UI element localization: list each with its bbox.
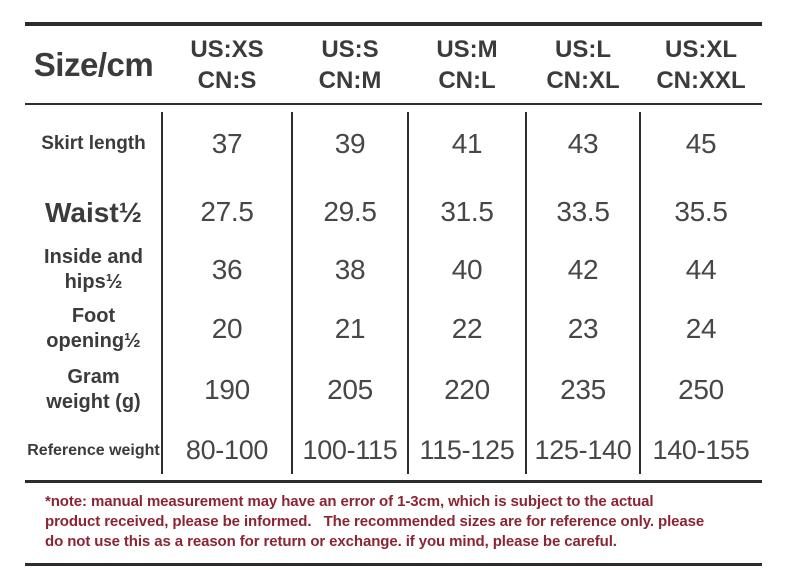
row-label-gram-weight: Gram weight (g) xyxy=(46,366,141,413)
corner-header: Size/cm xyxy=(33,45,154,83)
value-cell: 100-115 xyxy=(302,434,398,465)
value-cell: 43 xyxy=(567,127,599,159)
us-size-label: US:XL xyxy=(665,35,737,63)
row-label-inside-hips: Inside and hips½ xyxy=(44,246,143,293)
value-cell: 250 xyxy=(678,374,724,405)
value-cell: 80-100 xyxy=(185,434,269,465)
value-cell: 125-140 xyxy=(534,434,632,465)
value-cell: 42 xyxy=(567,254,599,285)
measurement-note: *note: manual measurement may have an er… xyxy=(45,492,762,552)
value-cell: 22 xyxy=(451,313,483,344)
size-table-header: Size/cm US:XS CN:S US:S CN:M US:M CN:L U… xyxy=(25,26,762,105)
us-size-label: US:S xyxy=(321,35,379,63)
column-divider xyxy=(161,112,163,474)
cn-size-label: CN:XXL xyxy=(656,66,746,94)
cn-size-label: CN:S xyxy=(197,66,257,94)
value-cell: 23 xyxy=(567,313,599,344)
row-label-foot-opening: Foot opening½ xyxy=(46,305,141,352)
us-size-label: US:L xyxy=(555,35,611,63)
value-cell: 190 xyxy=(204,374,250,405)
value-cell: 44 xyxy=(685,254,717,285)
value-cell: 37 xyxy=(211,127,243,159)
value-cell: 21 xyxy=(334,313,366,344)
value-cell: 35.5 xyxy=(674,196,728,227)
column-divider xyxy=(639,112,641,474)
value-cell: 20 xyxy=(211,313,243,344)
value-cell: 33.5 xyxy=(556,196,610,227)
column-divider xyxy=(291,112,293,474)
size-column-header-xs: US:XS CN:S xyxy=(162,34,292,96)
value-cell: 205 xyxy=(327,374,373,405)
value-cell: 235 xyxy=(560,374,606,405)
size-column-header-s: US:S CN:M xyxy=(292,34,408,96)
value-cell: 38 xyxy=(334,254,366,285)
value-cell: 31.5 xyxy=(440,196,494,227)
value-cell: 29.5 xyxy=(323,196,377,227)
note-line: do not use this as a reason for return o… xyxy=(45,533,617,550)
cn-size-label: CN:M xyxy=(318,66,382,94)
bottom-rule xyxy=(25,563,762,566)
cn-size-label: CN:XL xyxy=(546,66,620,94)
size-column-header-m: US:M CN:L xyxy=(408,34,526,96)
value-cell: 27.5 xyxy=(200,196,254,227)
value-cell: 140-155 xyxy=(652,434,750,465)
row-label-waist: Waist½ xyxy=(45,196,142,228)
size-chart-sheet: Size/cm US:XS CN:S US:S CN:M US:M CN:L U… xyxy=(25,22,762,574)
row-label-skirt-length: Skirt length xyxy=(41,133,146,154)
value-cell: 40 xyxy=(451,254,483,285)
row-label-reference-weight: Reference weight xyxy=(27,441,160,459)
size-table: Size/cm US:XS CN:S US:S CN:M US:M CN:L U… xyxy=(25,22,762,483)
column-divider xyxy=(525,112,527,474)
cn-size-label: CN:L xyxy=(438,66,496,94)
size-table-body: Skirt length 37 39 41 43 45 Waist½ 27.5 … xyxy=(25,105,762,483)
value-cell: 24 xyxy=(685,313,717,344)
column-divider xyxy=(407,112,409,474)
us-size-label: US:M xyxy=(436,35,498,63)
size-column-header-xl: US:XL CN:XXL xyxy=(640,34,762,96)
note-line: product received, please be informed. Th… xyxy=(45,513,705,530)
value-cell: 41 xyxy=(451,127,483,159)
value-cell: 39 xyxy=(334,127,366,159)
value-cell: 36 xyxy=(211,254,243,285)
size-column-header-l: US:L CN:XL xyxy=(526,34,640,96)
note-line: *note: manual measurement may have an er… xyxy=(45,493,654,510)
value-cell: 115-125 xyxy=(419,434,515,465)
value-cell: 220 xyxy=(444,374,490,405)
value-cell: 45 xyxy=(685,127,717,159)
us-size-label: US:XS xyxy=(190,35,264,63)
